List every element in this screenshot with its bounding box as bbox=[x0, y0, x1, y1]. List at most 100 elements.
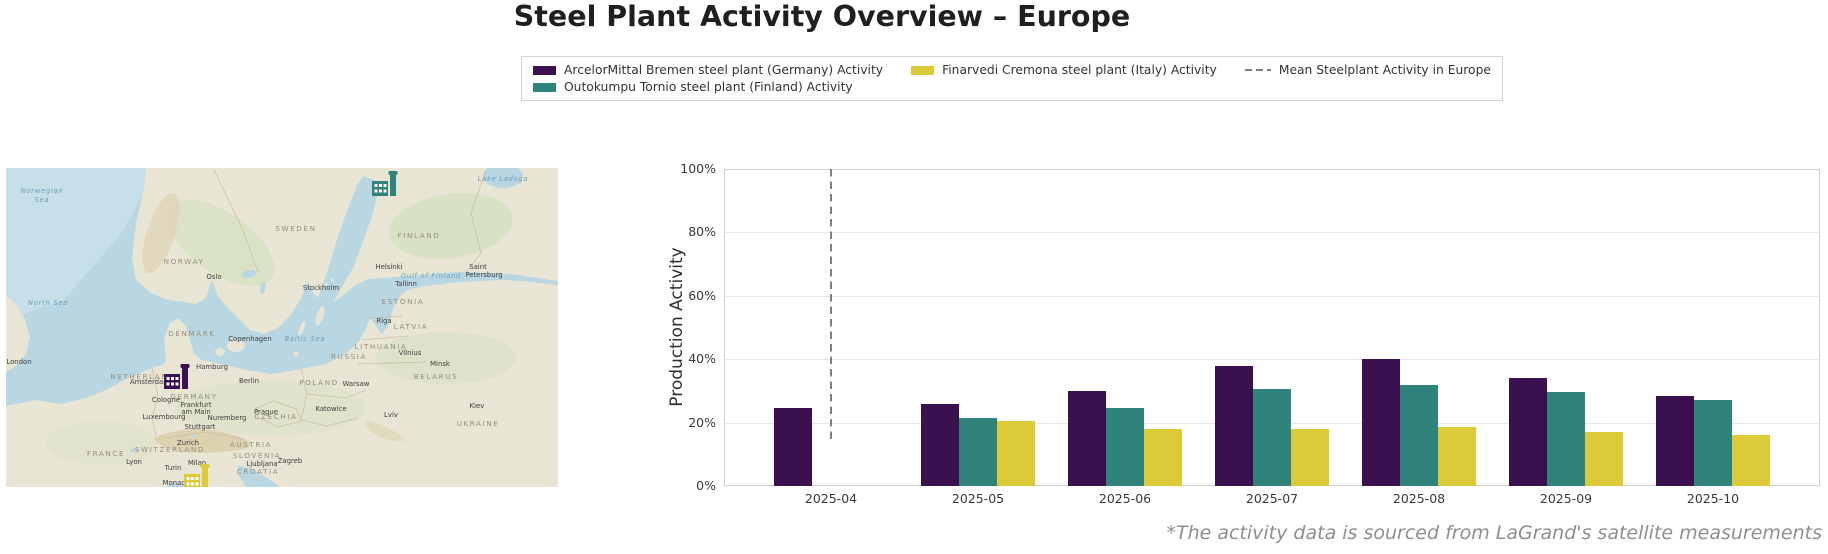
country-label: CZECHIA bbox=[254, 412, 297, 421]
country-label: SWITZERLAND bbox=[135, 445, 205, 454]
map-labels: NORWAY SWEDEN FINLAND ESTONIA LATVIA LITHUANI… bbox=[6, 175, 529, 487]
city-label: Lviv bbox=[384, 411, 398, 419]
city-label: Nuremberg bbox=[208, 414, 247, 422]
bar-2025-07-s0 bbox=[1215, 365, 1253, 486]
gridline bbox=[724, 359, 1820, 361]
country-label: POLAND bbox=[299, 378, 339, 387]
legend-dash-swatch bbox=[1244, 68, 1271, 72]
bar-2025-08-s2 bbox=[1438, 427, 1476, 486]
x-tick-label: 2025-09 bbox=[1539, 491, 1593, 506]
legend-item-arcelormittal: ArcelorMittal Bremen steel plant (German… bbox=[533, 63, 883, 77]
bar-2025-06-s1 bbox=[1106, 408, 1144, 486]
country-label: NETHERLANDS bbox=[110, 372, 181, 381]
city-label: am Main bbox=[181, 408, 211, 416]
legend-label: Outokumpu Tornio steel plant (Finland) A… bbox=[564, 80, 853, 94]
city-label: Katowice bbox=[315, 405, 346, 413]
country-label: RUSSIA bbox=[331, 352, 367, 361]
bar-2025-05-s1 bbox=[959, 417, 997, 486]
country-label: CROATIA bbox=[237, 467, 280, 476]
sea-label: Sea bbox=[35, 196, 50, 204]
city-label: Riga bbox=[376, 317, 391, 325]
bar-2025-08-s1 bbox=[1400, 384, 1438, 486]
x-tick-label: 2025-05 bbox=[951, 491, 1005, 506]
x-tick-label: 2025-10 bbox=[1686, 491, 1740, 506]
country-label: UKRAINE bbox=[457, 419, 500, 428]
europe-map[interactable]: NORWAY SWEDEN FINLAND ESTONIA LATVIA LITHUANI… bbox=[6, 168, 558, 487]
legend-color-swatch bbox=[911, 65, 935, 75]
legend-label: Mean Steelplant Activity in Europe bbox=[1278, 63, 1491, 77]
country-label: GERMANY bbox=[170, 392, 217, 401]
y-tick-label: 80% bbox=[688, 224, 716, 240]
x-tick-label: 2025-07 bbox=[1245, 491, 1299, 506]
country-borders bbox=[151, 169, 487, 440]
bar-2025-10-s0 bbox=[1656, 395, 1694, 486]
country-label: LATVIA bbox=[394, 322, 428, 331]
country-label: LITHUANIA bbox=[355, 342, 408, 351]
bar-2025-04-s0 bbox=[774, 408, 812, 486]
city-label: Zurich bbox=[177, 439, 199, 447]
y-tick-label: 100% bbox=[680, 161, 716, 176]
country-label: ESTONIA bbox=[382, 297, 425, 306]
bar-2025-09-s0 bbox=[1509, 378, 1547, 486]
factory-marker-arcelormittal[interactable] bbox=[164, 364, 190, 389]
bar-2025-05-s0 bbox=[921, 403, 959, 486]
islands bbox=[215, 278, 334, 357]
bar-2025-07-s2 bbox=[1291, 428, 1329, 486]
bar-2025-09-s1 bbox=[1547, 392, 1585, 486]
city-label: Saint bbox=[469, 263, 487, 271]
country-label: DENMARK bbox=[168, 329, 215, 338]
legend-item-finarvedi: Finarvedi Cremona steel plant (Italy) Ac… bbox=[911, 63, 1217, 77]
relief-tints bbox=[46, 192, 516, 465]
city-label: Lyon bbox=[126, 458, 142, 466]
sea-label: Lake Ladoga bbox=[478, 175, 529, 183]
country-label: FINLAND bbox=[398, 231, 441, 240]
city-label: Warsaw bbox=[343, 380, 370, 388]
factory-marker-finarvedi[interactable] bbox=[184, 464, 210, 487]
bar-2025-09-s2 bbox=[1585, 432, 1623, 486]
x-tick-label: 2025-06 bbox=[1098, 491, 1152, 506]
legend-color-swatch bbox=[533, 65, 556, 75]
city-label: Oslo bbox=[206, 273, 221, 281]
bar-2025-10-s1 bbox=[1694, 400, 1732, 486]
city-label: London bbox=[6, 358, 31, 366]
x-tick-label: 2025-04 bbox=[804, 491, 858, 506]
city-label: Luxembourg bbox=[143, 413, 186, 421]
city-label: Tallinn bbox=[394, 280, 417, 288]
bar-2025-08-s0 bbox=[1362, 359, 1400, 486]
country-label: AUSTRIA bbox=[230, 440, 272, 449]
sea-label: North Sea bbox=[28, 299, 68, 307]
bar-2025-05-s2 bbox=[997, 421, 1035, 486]
country-label: SWEDEN bbox=[275, 224, 316, 233]
city-label: Stuttgart bbox=[185, 423, 216, 431]
city-label: Prague bbox=[254, 408, 278, 416]
city-label: Copenhagen bbox=[228, 335, 272, 343]
city-label: Frankfurt bbox=[180, 401, 212, 409]
gridline bbox=[724, 295, 1820, 297]
city-label: Ljubljana bbox=[246, 460, 277, 468]
city-label: Berlin bbox=[239, 377, 259, 385]
map-markers bbox=[164, 171, 398, 487]
country-label: BELARUS bbox=[414, 372, 459, 381]
bar-2025-06-s2 bbox=[1144, 428, 1182, 486]
country-label: SLOVENIA bbox=[233, 451, 282, 460]
factory-marker-outokumpu[interactable] bbox=[372, 171, 398, 196]
land-uk bbox=[6, 296, 30, 372]
legend-item-outokumpu: Outokumpu Tornio steel plant (Finland) A… bbox=[533, 80, 883, 94]
city-label: Milan bbox=[188, 459, 206, 467]
data-source-footnote: *The activity data is sourced from LaGra… bbox=[1166, 522, 1822, 544]
y-tick-label: 20% bbox=[688, 414, 716, 430]
country-label: NORWAY bbox=[164, 257, 205, 266]
plot-area bbox=[724, 169, 1820, 486]
bar-2025-07-s1 bbox=[1253, 389, 1291, 486]
y-tick-label: 0% bbox=[696, 478, 716, 493]
mean-activity-dashed-line bbox=[829, 169, 833, 442]
y-tick-label: 40% bbox=[688, 351, 716, 367]
sea-label: Norwegian bbox=[21, 187, 64, 195]
lakes bbox=[130, 168, 523, 487]
legend-label: Finarvedi Cremona steel plant (Italy) Ac… bbox=[942, 63, 1217, 77]
gridline bbox=[724, 232, 1820, 234]
city-label: Cologne bbox=[152, 396, 180, 404]
city-label: Helsinki bbox=[375, 263, 402, 271]
city-label: Kiev bbox=[470, 402, 485, 410]
city-label: Monaco bbox=[163, 479, 190, 487]
